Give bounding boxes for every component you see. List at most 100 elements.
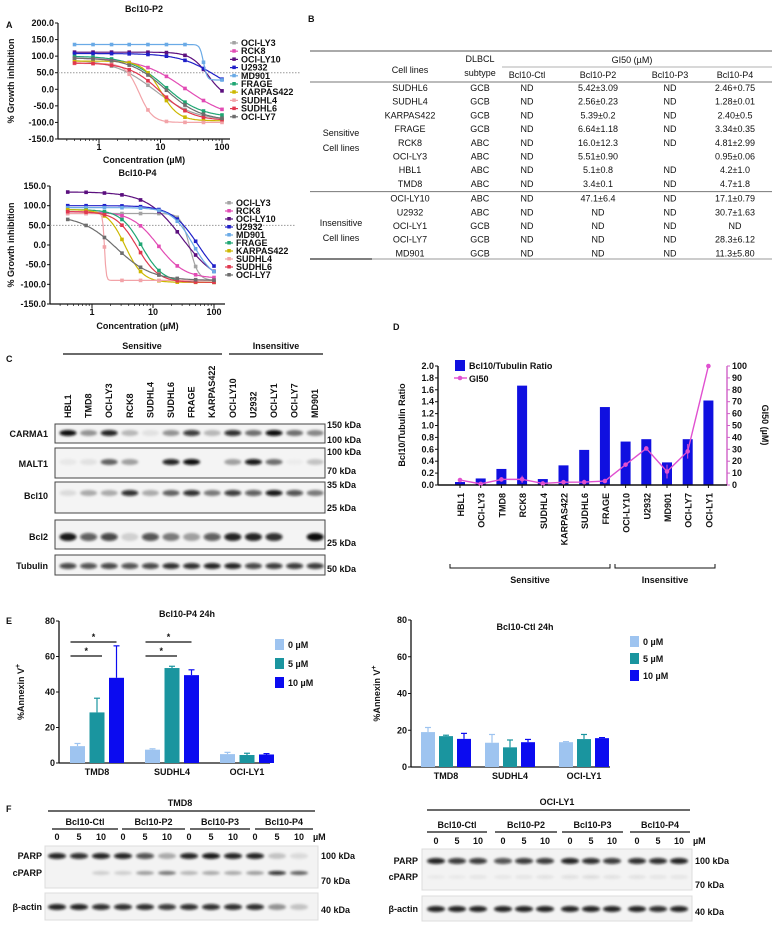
data-point-MD901 [164,42,169,47]
treatment-label: Bcl10-Ctl [437,820,476,830]
lane-label: RCK8 [125,393,135,418]
cell-line-name: TMD8 [398,179,423,189]
band-cPARP [114,871,132,875]
gi50-value: ND [521,248,534,258]
gi50-point-OCI-LY3 [478,481,484,487]
group-label: Cell lines [323,233,360,243]
column-header: GI50 (µM) [612,55,653,65]
data-point-OCI-LY7 [91,57,95,61]
data-point-FRAGE [201,109,206,113]
data-point-OCI-LY7 [102,235,107,240]
cell-line-name: FRAGE [394,124,425,134]
legend-marker [232,114,236,119]
dose-label: 5 [274,832,279,842]
data-point-RCK8 [146,65,150,70]
band-β-actin [649,906,667,912]
dose-label: 0 [500,836,505,846]
curve-MD901 [67,207,215,273]
y-tick-label: 0.6 [421,444,434,454]
legend-label: 0 µM [643,637,663,647]
data-point-OCI-LY10 [65,190,70,194]
band-β-actin [536,906,554,912]
y2-tick-label: 70 [732,397,742,407]
band-β-actin [114,904,132,910]
data-point-U2932 [146,52,150,57]
x-axis-label: Concentration (µM) [103,155,185,165]
bar-TMD8-10 µM [109,677,124,763]
y-tick-label: 80 [45,616,55,626]
gi50-value: 1.28±0.01 [715,97,755,107]
bar-TMD8 [496,468,507,485]
y-tick-label: 1.0 [421,421,434,431]
group-label: Sensitive [122,341,162,351]
kda-marker: 100 kDa [695,856,730,866]
legend-label: SUDHL4 [241,95,277,105]
data-point-U2932 [91,51,95,56]
bar-OCI-LY1-5 µM [239,755,255,763]
y-tick-label: -50.0 [33,101,54,111]
band-PARP [92,853,110,859]
legend-label: U2932 [236,222,263,232]
gi50-value: ND [521,110,534,120]
band-MALT1 [162,459,180,465]
gi50-value: 30.7±1.63 [715,207,755,217]
gi50-value: ND [521,138,534,148]
band-cPARP [136,871,154,875]
kda-marker: 100 kDa [321,851,356,861]
band-β-actin [469,906,487,912]
legend-marker [227,265,231,269]
band-PARP [202,853,220,859]
bar-OCI-LY1-10 µM [595,738,609,767]
data-point-FRAGE [102,209,107,214]
legend-swatch [630,653,639,664]
subtype: ABC [471,207,490,217]
data-point-SUDHL6 [175,278,180,283]
band-Bcl2 [162,533,180,541]
legend-bar-swatch [455,360,465,371]
data-point-OCI-LY10 [193,253,198,257]
bar-KARPAS422 [558,465,569,485]
band-cPARP [92,871,110,875]
category-label: SUDHL6 [580,493,590,529]
legend-label: FRAGE [241,79,273,89]
y-tick-label: 40 [397,689,407,699]
bar-SUDHL4-5 µM [503,747,517,767]
gi50-value: ND [664,165,677,175]
band-Bcl10 [100,490,118,496]
dose-label: 5 [76,832,81,842]
gi50-value: ND [664,194,677,204]
y2-tick-label: 60 [732,409,742,419]
dose-label: 10 [607,836,617,846]
band-Tubulin [80,563,98,569]
group-bracket [614,564,716,569]
gi50-value: ND [521,165,534,175]
treatment-label: Bcl10-P2 [507,820,545,830]
subtype: GCB [470,235,490,245]
data-point-KARPAS422 [164,98,169,103]
y-tick-label: 20 [45,723,55,733]
band-CARMA1 [203,430,221,436]
band-CARMA1 [80,430,98,436]
band-β-actin [494,906,512,912]
x-tick-label: 100 [214,142,229,152]
data-point-OCI-LY7 [72,56,77,60]
band-PARP [469,858,487,864]
subtype: ABC [471,194,490,204]
y-axis-label: Bcl10/Tubulin Ratio [397,383,407,467]
unit-label: µM [693,836,706,846]
band-PARP [180,853,198,859]
dose-label: 0 [186,832,191,842]
data-point-KARPAS422 [201,118,206,123]
band-cPARP [582,875,600,879]
significance-asterisk: * [84,646,88,656]
data-point-RCK8 [193,272,198,277]
data-point-FRAGE [220,113,224,117]
data-point-OCI-LY7 [193,277,198,282]
category-label: SUDHL4 [539,493,549,529]
legend-marker [232,57,236,61]
y-tick-label: 0.4 [421,456,434,466]
gi50-point-FRAGE [602,478,608,484]
curve-KARPAS422 [74,60,222,122]
legend-label: GI50 [469,374,489,384]
